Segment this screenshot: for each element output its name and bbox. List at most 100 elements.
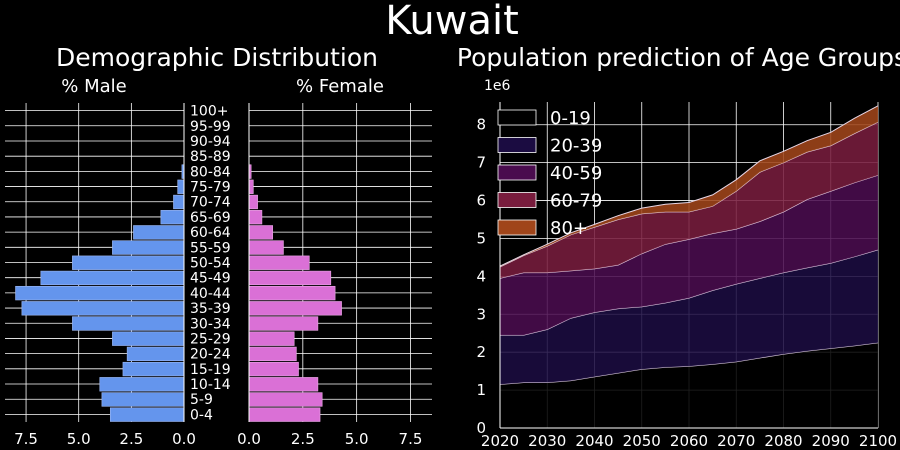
legend-label: 60-79 — [550, 191, 602, 212]
legend-swatch — [497, 137, 537, 153]
male-bar — [112, 240, 185, 255]
male-bars: 7.5 5.0 2.5 0.0 — [5, 103, 196, 448]
male-bar — [122, 361, 185, 377]
area-y-tick-label: 3 — [476, 305, 486, 323]
area-series-0-19 — [500, 342, 878, 428]
female-bar — [248, 240, 284, 255]
female-bar — [248, 316, 319, 331]
area-x-tick-label: 2050 — [623, 432, 661, 450]
legend-swatch — [497, 109, 537, 126]
female-x-tick-label: 0.0 — [237, 430, 261, 448]
legend-swatch — [497, 164, 537, 181]
area-y-tick-label: 6 — [476, 192, 486, 210]
age-group-labels: 0-45-910-1415-1920-2425-2930-3435-3940-4… — [190, 104, 231, 424]
male-bar — [15, 285, 185, 301]
female-bar — [248, 194, 258, 210]
age-group-label: 90-94 — [190, 134, 231, 150]
area-y-tick-label: 7 — [476, 154, 486, 172]
area-series-80+ — [500, 105, 878, 267]
age-group-label: 55-59 — [190, 240, 231, 256]
legend-label: 0-19 — [550, 108, 591, 129]
male-x-tick-label: 7.5 — [14, 430, 38, 448]
male-bar — [101, 392, 185, 407]
age-group-label: 80-84 — [190, 164, 231, 180]
age-group-label: 5-9 — [190, 392, 213, 408]
area-x-tick-label: 2060 — [670, 432, 708, 450]
female-bar — [248, 210, 263, 225]
area-y-tick-label: 4 — [476, 267, 486, 285]
area-y-tick-label: 8 — [476, 116, 486, 134]
age-group-label: 70-74 — [190, 195, 231, 211]
male-bar — [21, 301, 185, 316]
female-bar — [248, 225, 273, 240]
male-x-tick-label: 2.5 — [119, 430, 143, 448]
age-group-label: 65-69 — [190, 210, 231, 226]
area-x-tick-label: 2090 — [812, 432, 850, 450]
area-x-tick-label: 2080 — [764, 432, 802, 450]
age-group-label: 15-19 — [190, 362, 231, 378]
female-x-tick-label: 7.5 — [399, 430, 423, 448]
age-group-label: 75-79 — [190, 180, 231, 196]
male-label: % Male — [61, 76, 126, 97]
age-group-label: 85-89 — [190, 149, 231, 165]
legend-swatch — [497, 219, 537, 236]
area-x-tick-label: 2070 — [717, 432, 755, 450]
male-bar — [72, 255, 185, 270]
female-bar — [248, 285, 336, 301]
male-bar — [160, 210, 185, 225]
male-bar — [72, 316, 185, 331]
area-x-tick-label: 2100 — [859, 432, 897, 450]
age-group-label: 20-24 — [190, 347, 231, 363]
female-bar — [248, 407, 321, 422]
age-group-label: 50-54 — [190, 256, 231, 272]
age-group-label: 25-29 — [190, 331, 231, 347]
male-bar — [133, 225, 185, 240]
female-bar — [248, 255, 310, 270]
legend-label: 80+ — [550, 218, 588, 239]
male-bar — [177, 179, 185, 194]
area-y-tick-label: 5 — [476, 229, 486, 247]
area-x-tick-label: 2040 — [575, 432, 613, 450]
female-bar — [248, 361, 299, 377]
area-series-60-79 — [500, 122, 878, 279]
y-multiplier: 1e6 — [484, 78, 511, 94]
female-bars: 7.5 5.0 2.5 0.0 — [237, 103, 432, 448]
age-group-label: 35-39 — [190, 301, 231, 317]
area-y-tick-label: 0 — [476, 419, 486, 437]
male-bar — [109, 407, 185, 422]
age-group-label: 95-99 — [190, 119, 231, 135]
female-bar — [248, 301, 342, 316]
age-group-label: 10-14 — [190, 377, 231, 393]
legend-label: 40-59 — [550, 163, 602, 184]
male-bar — [99, 377, 185, 392]
area-y-tick-label: 2 — [476, 343, 486, 361]
female-bar — [248, 179, 254, 194]
male-x-tick-label: 0.0 — [172, 430, 196, 448]
female-bar — [248, 392, 323, 407]
male-bar — [126, 346, 185, 362]
age-group-label: 60-64 — [190, 225, 231, 241]
legend: 0-19 20-39 40-59 60-79 80+ — [497, 108, 602, 239]
area-chart-title: Population prediction of Age Groups — [457, 43, 900, 72]
male-x-tick-label: 5.0 — [67, 430, 91, 448]
area-series-edge — [499, 105, 879, 267]
figure-title: Kuwait — [385, 0, 519, 44]
female-bar — [248, 377, 319, 392]
age-group-label: 30-34 — [190, 316, 231, 332]
area-x-tick-label: 2020 — [481, 432, 519, 450]
age-group-label: 100+ — [190, 104, 228, 120]
female-bar — [248, 346, 297, 362]
legend-label: 20-39 — [550, 136, 602, 157]
age-group-label: 40-44 — [190, 286, 231, 302]
male-bar — [173, 194, 185, 210]
area-series-20-39 — [500, 249, 878, 385]
female-x-tick-label: 5.0 — [345, 430, 369, 448]
male-bar — [112, 331, 185, 346]
area-y-tick-label: 1 — [476, 381, 486, 399]
male-bar — [40, 270, 185, 286]
area-x-tick-label: 2030 — [528, 432, 566, 450]
female-bar — [248, 270, 332, 286]
pyramid-title: Demographic Distribution — [56, 43, 378, 72]
area-series-40-59 — [500, 175, 878, 336]
